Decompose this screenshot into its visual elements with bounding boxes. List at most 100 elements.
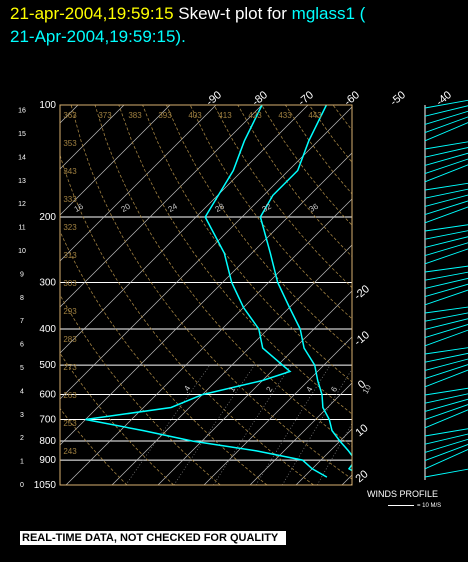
dry-adiabat-443 bbox=[428, 105, 468, 485]
isotherm-0 bbox=[249, 382, 352, 485]
height-label-15: 15 bbox=[18, 131, 26, 138]
mixing-ratio-label-4: 4 bbox=[304, 385, 314, 394]
wind-vector bbox=[424, 449, 468, 470]
theta-label-443: 443 bbox=[308, 111, 322, 120]
theta-label-283: 283 bbox=[63, 335, 77, 344]
pressure-label-1050: 1050 bbox=[34, 480, 57, 491]
height-label-3: 3 bbox=[20, 412, 24, 419]
mixing-ratio-label-1: 1 bbox=[227, 385, 237, 394]
wind-vector bbox=[424, 271, 468, 281]
title-text: Skew-t plot for bbox=[178, 4, 287, 23]
wind-vector bbox=[424, 265, 468, 273]
mixing-ratio-6 bbox=[281, 368, 352, 485]
title-date: 21-apr-2004,19:59:15 bbox=[10, 4, 174, 23]
isotherm-40 bbox=[434, 105, 468, 485]
pressure-label-100: 100 bbox=[39, 100, 56, 111]
wind-vector bbox=[424, 398, 468, 412]
wind-vector bbox=[424, 404, 468, 421]
theta-label-353: 353 bbox=[63, 139, 77, 148]
height-label-16: 16 bbox=[18, 108, 26, 115]
isotherm--130 bbox=[0, 105, 32, 485]
wind-vector bbox=[424, 369, 468, 388]
wind-vector bbox=[424, 438, 468, 453]
theta-label-363: 363 bbox=[63, 111, 77, 120]
dry-adiabat-333 bbox=[166, 105, 352, 351]
plot-frame bbox=[59, 104, 353, 486]
wind-vector bbox=[424, 141, 468, 150]
wind-vector bbox=[424, 110, 468, 125]
page-title: 21-apr-2004,19:59:15 Skew-t plot for mgl… bbox=[10, 2, 468, 48]
wind-vector bbox=[424, 152, 468, 166]
dry-adiabat-343 bbox=[189, 105, 352, 320]
title-station: mglass1 ( bbox=[291, 4, 366, 23]
theta-label-403: 403 bbox=[188, 111, 202, 120]
height-label-6: 6 bbox=[20, 342, 24, 349]
mixing-ratio-20 bbox=[368, 365, 433, 485]
wind-vector bbox=[424, 387, 468, 396]
winds-scale-label: = 10 M/S bbox=[417, 503, 442, 509]
wind-vector bbox=[424, 194, 468, 207]
mixing-ratio-label-20: 20 bbox=[120, 201, 133, 214]
theta-label-413: 413 bbox=[218, 111, 232, 120]
theta-label-313: 313 bbox=[63, 251, 77, 260]
dry-adiabat-383 bbox=[285, 105, 352, 195]
wind-vector bbox=[424, 364, 468, 380]
theta-label-383: 383 bbox=[128, 111, 142, 120]
theta-label-343: 343 bbox=[63, 167, 77, 176]
temp-right-label--10: -10 bbox=[352, 329, 372, 348]
dry-adiabat-253 bbox=[60, 352, 174, 485]
height-label-0: 0 bbox=[20, 482, 24, 489]
temp-right-label-10: 10 bbox=[354, 422, 371, 439]
winds-profile-label: WINDS PROFILE bbox=[367, 489, 439, 499]
temp-right-label--20: -20 bbox=[352, 283, 372, 302]
wind-vector bbox=[424, 347, 468, 355]
profile-temperature bbox=[259, 105, 352, 472]
isotherm--100 bbox=[60, 105, 171, 216]
isotherm-30 bbox=[388, 105, 468, 485]
height-label-8: 8 bbox=[20, 295, 24, 302]
theta-label-303: 303 bbox=[63, 279, 77, 288]
wind-vector bbox=[424, 224, 468, 232]
theta-label-393: 393 bbox=[158, 111, 172, 120]
temp-right-label-20: 20 bbox=[354, 468, 371, 485]
height-label-11: 11 bbox=[18, 225, 25, 232]
mixing-ratio-label-36: 36 bbox=[308, 201, 321, 214]
isotherm--110 bbox=[60, 105, 125, 170]
wind-vector bbox=[424, 188, 468, 199]
isotherm--120 bbox=[60, 105, 79, 124]
wind-vector bbox=[424, 329, 468, 347]
pressure-label-300: 300 bbox=[39, 278, 56, 289]
wind-vector bbox=[424, 242, 468, 257]
pressure-label-900: 900 bbox=[39, 455, 56, 466]
mixing-ratio-36 bbox=[413, 365, 468, 485]
isotherm--20 bbox=[157, 290, 352, 485]
mixing-ratio-label-.4: .4 bbox=[181, 384, 192, 395]
height-label-13: 13 bbox=[18, 178, 26, 185]
mixing-ratio-label-24: 24 bbox=[167, 201, 180, 214]
theta-label-333: 333 bbox=[63, 195, 77, 204]
dry-adiabat-243 bbox=[60, 407, 128, 485]
mixing-ratio-1 bbox=[173, 364, 255, 485]
wind-vector bbox=[424, 443, 468, 462]
height-label-12: 12 bbox=[18, 201, 26, 208]
theta-label-263: 263 bbox=[63, 391, 77, 400]
title-line2: 21-Apr-2004,19:59:15). bbox=[10, 27, 186, 46]
wind-vector bbox=[424, 393, 468, 404]
isotherm--10 bbox=[203, 336, 352, 485]
wind-vector bbox=[424, 105, 468, 117]
plot-area bbox=[0, 105, 468, 485]
dry-adiabat-393 bbox=[308, 105, 352, 163]
mixing-ratio-label-2: 2 bbox=[264, 385, 274, 394]
height-label-9: 9 bbox=[20, 271, 24, 278]
winds-profile bbox=[424, 99, 468, 480]
wind-vector bbox=[424, 358, 468, 371]
wind-vector bbox=[424, 206, 468, 224]
wind-vector bbox=[424, 409, 468, 429]
theta-label-433: 433 bbox=[278, 111, 292, 120]
theta-label-323: 323 bbox=[63, 223, 77, 232]
wind-vector bbox=[424, 324, 468, 339]
dry-adiabat-293 bbox=[70, 105, 352, 480]
wind-vector bbox=[424, 433, 468, 445]
isotherm--90 bbox=[60, 105, 217, 262]
dry-adiabat-303 bbox=[94, 105, 352, 447]
